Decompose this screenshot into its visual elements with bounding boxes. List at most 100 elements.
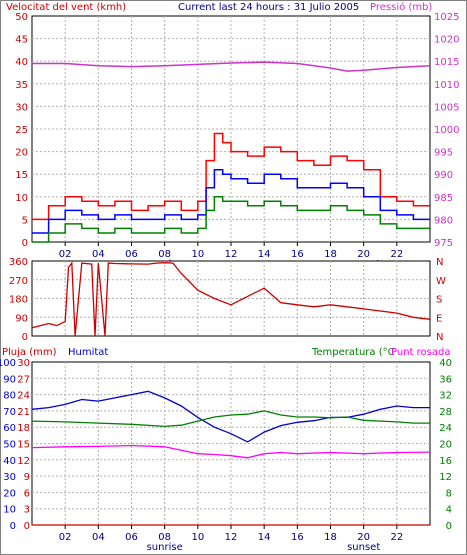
rain-humidity-temp-ticks: 0102030405060708090100036912151821242730…: [0, 358, 452, 553]
humidity-tick-label: 100: [0, 358, 16, 369]
humidity-tick-label: 20: [3, 488, 16, 499]
y-left-tick-label: 20: [15, 148, 28, 159]
rain-tick-label: 12: [17, 456, 30, 467]
annotation-label: sunrise: [147, 542, 183, 553]
y-right-tick-label: 1005: [434, 102, 459, 113]
direction-tick-label: 0: [22, 332, 28, 343]
humidity-tick-label: 30: [3, 472, 16, 483]
direction-tick-label: 270: [9, 276, 28, 287]
y-right-tick-label: 995: [434, 148, 453, 159]
x-tick-label: 04: [92, 249, 105, 260]
x-tick-label: 16: [291, 532, 304, 543]
y-right-tick-label: 990: [434, 170, 453, 181]
series-line-direction: [31, 261, 431, 337]
temperature-tick-label: 24: [439, 423, 452, 434]
temperature-tick-label: 28: [439, 407, 452, 418]
compass-tick-label: N: [436, 257, 443, 268]
series-line-temperature: [31, 410, 430, 428]
temperature-tick-label: 8: [446, 488, 452, 499]
annotation-label: sunset: [347, 542, 380, 553]
y-left-tick-label: 30: [15, 102, 28, 113]
y-right-tick-label: 985: [434, 193, 453, 204]
rain-tick-label: 9: [24, 472, 30, 483]
temperature-tick-label: 4: [446, 505, 452, 516]
humidity-tick-label: 10: [3, 505, 16, 516]
x-tick-label: 20: [357, 532, 370, 543]
series-line-wind_low: [32, 196, 430, 243]
humidity-tick-label: 0: [10, 521, 16, 532]
series-line-wind_peak: [32, 132, 430, 221]
x-tick-label: 08: [158, 532, 171, 543]
wind-pressure-ticks: 0510152025303540455097598098599099510001…: [15, 12, 459, 270]
temperature-tick-label: 0: [446, 521, 452, 532]
x-tick-label: 18: [324, 249, 337, 260]
y-right-tick-label: 1000: [434, 125, 459, 136]
x-tick-label: 06: [125, 532, 138, 543]
rain-tick-label: 6: [24, 488, 30, 499]
y-left-tick-label: 50: [15, 12, 28, 23]
compass-tick-label: N: [436, 332, 443, 343]
x-tick-label: 14: [258, 532, 271, 543]
x-tick-label: 02: [59, 532, 72, 543]
x-tick-label: 14: [258, 249, 271, 260]
x-tick-label: 22: [390, 249, 403, 260]
humidity-tick-label: 60: [3, 423, 16, 434]
series-line-humidity: [31, 390, 430, 443]
temperature-tick-label: 16: [439, 456, 452, 467]
y-left-tick-label: 25: [15, 125, 28, 136]
direction-tick-label: 360: [9, 257, 28, 268]
rain-axis-title: Pluja (mm): [2, 347, 57, 358]
humidity-tick-label: 70: [3, 407, 16, 418]
pressure-axis-title: Pressió (mb): [370, 1, 432, 13]
rain-tick-label: 15: [17, 440, 30, 451]
compass-tick-label: S: [436, 295, 442, 306]
wind-direction-grid: [32, 261, 430, 336]
humidity-tick-label: 90: [3, 374, 16, 385]
y-right-tick-label: 975: [434, 238, 453, 249]
humidity-tick-label: 50: [3, 440, 16, 451]
y-left-tick-label: 10: [15, 193, 28, 204]
rain-humidity-temp-grid: [32, 362, 430, 525]
rain-tick-label: 18: [17, 423, 30, 434]
y-right-tick-label: 1010: [434, 80, 459, 91]
temperature-tick-label: 20: [439, 440, 452, 451]
rain-tick-label: 30: [17, 358, 30, 369]
x-tick-label: 18: [324, 532, 337, 543]
rain-tick-label: 3: [24, 505, 30, 516]
temperature-tick-label: 12: [439, 472, 452, 483]
x-tick-label: 12: [225, 249, 238, 260]
y-right-tick-label: 1020: [434, 35, 459, 46]
humidity-tick-label: 40: [3, 456, 16, 467]
direction-tick-label: 180: [9, 295, 28, 306]
temperature-tick-label: 40: [439, 358, 452, 369]
series-line-dewpoint: [31, 444, 431, 459]
y-left-tick-label: 45: [15, 35, 28, 46]
rain-tick-label: 21: [17, 407, 30, 418]
x-tick-label: 08: [158, 249, 171, 260]
series-line-wind_avg: [32, 168, 430, 234]
temperature-tick-label: 36: [439, 374, 452, 385]
x-tick-label: 16: [291, 249, 304, 260]
y-right-tick-label: 1025: [434, 12, 459, 23]
x-tick-label: 04: [92, 532, 105, 543]
y-right-tick-label: 980: [434, 215, 453, 226]
wind-pressure-marks: [32, 61, 431, 243]
x-tick-label: 10: [191, 532, 204, 543]
wind-axis-title: Velocitat del vent (kmh): [6, 2, 126, 13]
rain-tick-label: 0: [24, 521, 30, 532]
rain-tick-label: 24: [17, 391, 30, 402]
wind-direction-marks: [31, 261, 431, 337]
compass-tick-label: E: [436, 313, 442, 324]
chart-main-title: Current last 24 hours : 31 Julio 2005: [178, 2, 359, 13]
y-left-tick-label: 5: [22, 215, 28, 226]
x-tick-label: 06: [125, 249, 138, 260]
dewpoint-axis-title: Punt rosada: [391, 347, 450, 358]
x-tick-label: 10: [191, 249, 204, 260]
y-left-tick-label: 40: [15, 57, 28, 68]
y-left-tick-label: 0: [22, 238, 28, 249]
rain-tick-label: 27: [17, 374, 30, 385]
x-tick-label: 02: [59, 249, 72, 260]
y-right-tick-label: 1015: [434, 57, 459, 68]
